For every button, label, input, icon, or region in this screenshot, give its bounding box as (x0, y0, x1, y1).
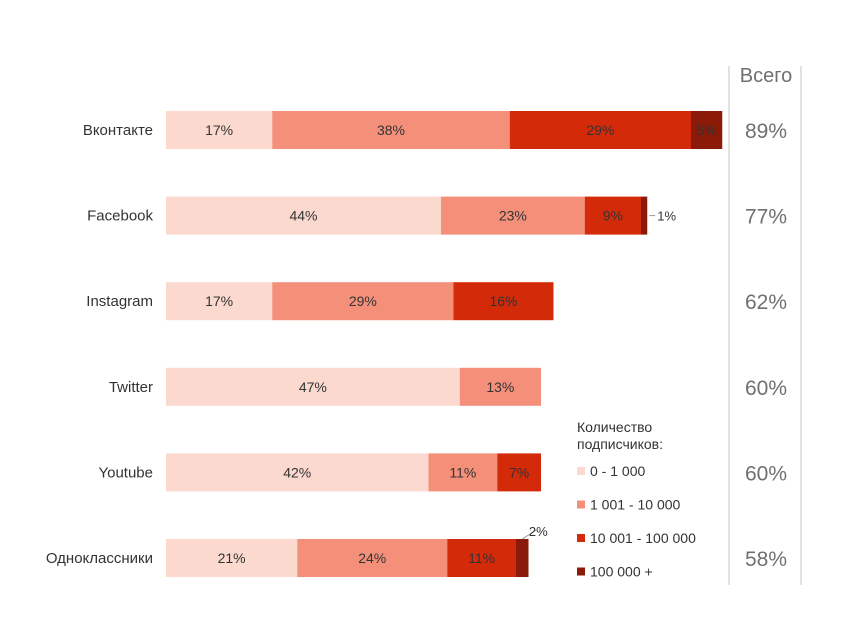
bar-segment (447, 539, 516, 577)
bar-segment (166, 111, 273, 149)
category-label: Одноклассники (46, 550, 153, 567)
data-label: 21% (218, 550, 246, 566)
bar-segment (166, 367, 460, 406)
bar-segment (509, 111, 691, 149)
category-label: Instagram (86, 293, 153, 310)
legend-item: 1 001 - 10 000 (590, 497, 681, 513)
total-value: 60% (745, 462, 787, 485)
bar-segment (166, 539, 298, 577)
legend-swatch (577, 467, 585, 475)
data-label: 11% (468, 550, 495, 566)
data-label: 24% (358, 550, 386, 566)
totals-column: 89% 77% 62% 60% 60% 58% Всего (728, 65, 802, 585)
data-label: 29% (349, 293, 377, 309)
total-value: 89% (745, 120, 787, 143)
legend-item: 10 001 - 100 000 (590, 530, 696, 546)
bar-segment (584, 196, 641, 235)
bar-segment (453, 282, 554, 321)
data-label: 9% (603, 208, 623, 224)
legend-title: подписчиков: (577, 436, 663, 452)
data-label: 16% (489, 293, 517, 309)
bar-segment (297, 539, 448, 577)
data-label: 23% (499, 208, 527, 224)
category-label: Youtube (98, 464, 153, 481)
data-label: 2% (529, 524, 548, 539)
bar-segment (516, 539, 529, 577)
bar-segment (459, 367, 541, 406)
total-value: 58% (745, 548, 787, 571)
legend-item: 0 - 1 000 (590, 463, 645, 479)
bar-segment (272, 111, 510, 149)
legend-swatch (577, 534, 585, 542)
totals-header: Всего (740, 65, 792, 87)
total-value: 77% (745, 206, 787, 229)
data-label: 13% (486, 379, 514, 395)
data-label: 38% (377, 122, 405, 138)
data-label: 44% (289, 208, 317, 224)
category-label: Facebook (87, 208, 153, 225)
bar-segment (166, 196, 441, 235)
legend-swatch (577, 500, 585, 509)
total-value: 60% (745, 377, 787, 400)
labels-layer: Вконтакте 17% 38% 29% 5% Facebook 44% 23% 9% 1% In… (46, 122, 717, 567)
total-value: 62% (745, 291, 787, 314)
data-label: 17% (205, 293, 233, 309)
data-label: 29% (586, 122, 614, 138)
data-label: 11% (449, 464, 476, 480)
bar-segment (497, 453, 541, 492)
legend-item: 100 000 + (590, 564, 653, 580)
bar-segment (441, 196, 585, 235)
data-label: 1% (657, 209, 676, 224)
bar-segment (428, 453, 498, 492)
data-label: 5% (697, 122, 717, 138)
bar-segment (691, 111, 723, 149)
category-label: Twitter (109, 379, 153, 396)
data-label: 47% (299, 379, 327, 395)
data-label: 17% (205, 122, 233, 138)
bar-segment (166, 453, 429, 492)
data-label: 42% (283, 464, 311, 480)
data-label: 7% (509, 464, 529, 480)
leader-line (521, 529, 537, 540)
bar-segment (641, 196, 648, 235)
bar-segment (272, 282, 454, 321)
bar-segment (166, 282, 273, 321)
legend-swatch (577, 567, 585, 576)
legend-title: Количество (577, 419, 652, 435)
category-label: Вконтакте (83, 122, 153, 139)
bars-layer (166, 111, 723, 577)
